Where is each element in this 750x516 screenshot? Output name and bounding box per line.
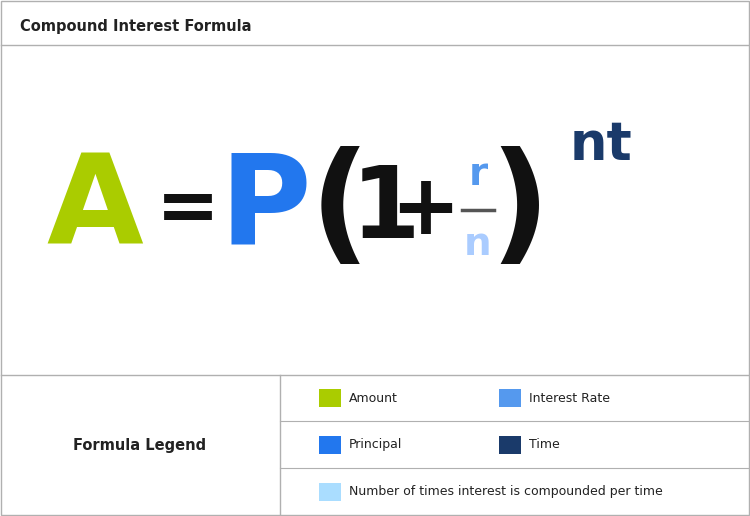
Bar [319,389,341,407]
Text: =: = [156,173,220,247]
Bar [499,389,521,407]
Text: (: ( [310,147,370,273]
Bar [319,436,341,454]
Text: +: + [390,169,460,250]
Text: Time: Time [529,438,560,451]
Text: nt: nt [570,119,633,171]
Text: P: P [219,150,310,270]
Text: Compound Interest Formula: Compound Interest Formula [20,19,251,34]
Text: Number of times interest is compounded per time: Number of times interest is compounded p… [349,485,663,498]
Text: Formula Legend: Formula Legend [74,438,206,453]
Text: Amount: Amount [349,392,398,405]
Text: Interest Rate: Interest Rate [529,392,610,405]
Text: r: r [469,155,488,193]
Text: 1: 1 [350,162,420,259]
Text: Principal: Principal [349,438,402,451]
Bar [499,436,521,454]
Bar [319,482,341,501]
Text: A: A [46,150,143,270]
Text: ): ) [490,147,550,273]
Text: n: n [464,225,492,263]
